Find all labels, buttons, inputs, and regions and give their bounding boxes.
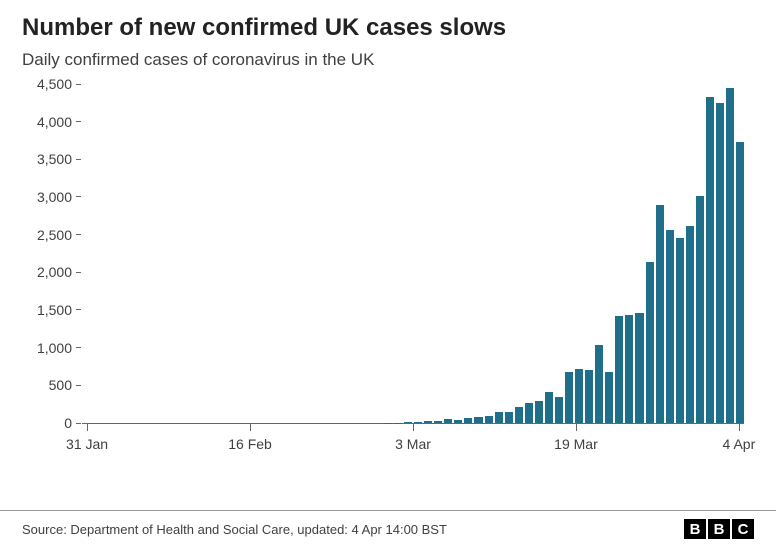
bbc-logo-c: C xyxy=(732,519,754,539)
bar xyxy=(676,238,684,423)
chart-area: 0 500 1,000 1,500 2,000 2,500 3,000 3,500 4,000 4… xyxy=(22,84,754,474)
y-label: 1,000 xyxy=(24,340,72,356)
bar xyxy=(545,392,553,423)
bar xyxy=(424,421,432,423)
bars-container xyxy=(82,84,744,423)
bar xyxy=(696,196,704,423)
chart-title: Number of new confirmed UK cases slows xyxy=(22,14,754,42)
bar xyxy=(666,230,674,423)
y-tick xyxy=(76,84,81,85)
y-tick xyxy=(76,385,81,386)
y-tick xyxy=(76,272,81,273)
y-tick xyxy=(76,159,81,160)
bar xyxy=(575,369,583,423)
bar xyxy=(585,370,593,423)
chart-subtitle: Daily confirmed cases of coronavirus in … xyxy=(22,50,754,70)
bar xyxy=(615,316,623,423)
y-label: 2,500 xyxy=(24,227,72,243)
bar xyxy=(464,418,472,423)
y-tick xyxy=(76,234,81,235)
bbc-logo-b1: B xyxy=(684,519,706,539)
bar xyxy=(485,416,493,423)
bbc-logo-b2: B xyxy=(708,519,730,539)
bar xyxy=(656,205,664,423)
y-label: 3,000 xyxy=(24,189,72,205)
bar xyxy=(635,313,643,423)
x-tick xyxy=(413,424,414,431)
bar xyxy=(444,419,452,423)
bar xyxy=(646,262,654,423)
bar xyxy=(716,103,724,423)
plot-area: 05001,0001,5002,0002,5003,0003,5004,0004… xyxy=(82,84,744,424)
bbc-logo: B B C xyxy=(684,519,754,539)
y-label: 1,500 xyxy=(24,302,72,318)
x-tick xyxy=(576,424,577,431)
x-tick xyxy=(87,424,88,431)
y-label: 3,500 xyxy=(24,151,72,167)
x-tick xyxy=(739,424,740,431)
bar xyxy=(404,422,412,423)
x-label: 3 Mar xyxy=(395,436,431,452)
bar xyxy=(414,422,422,424)
bar xyxy=(434,421,442,423)
y-label: 0 xyxy=(24,415,72,431)
bar xyxy=(515,407,523,423)
y-tick xyxy=(76,423,81,424)
bar xyxy=(706,97,714,423)
bar xyxy=(726,88,734,423)
y-label: 2,000 xyxy=(24,264,72,280)
bar xyxy=(565,372,573,423)
x-axis: 31 Jan16 Feb3 Mar19 Mar4 Apr xyxy=(82,424,744,474)
bar xyxy=(555,397,563,423)
bar xyxy=(525,403,533,423)
y-tick xyxy=(76,196,81,197)
source-text: Source: Department of Health and Social … xyxy=(22,522,447,537)
x-label: 4 Apr xyxy=(723,436,756,452)
x-label: 16 Feb xyxy=(228,436,272,452)
bar xyxy=(595,345,603,423)
bar xyxy=(625,315,633,423)
x-label: 19 Mar xyxy=(554,436,598,452)
bar xyxy=(495,412,503,423)
y-tick xyxy=(76,309,81,310)
x-label: 31 Jan xyxy=(66,436,108,452)
y-label: 500 xyxy=(24,377,72,393)
x-tick xyxy=(250,424,251,431)
bar xyxy=(505,412,513,423)
y-tick xyxy=(76,347,81,348)
bar xyxy=(736,142,744,423)
bar xyxy=(535,401,543,423)
y-tick xyxy=(76,121,81,122)
bar xyxy=(605,372,613,423)
y-label: 4,500 xyxy=(24,76,72,92)
bar xyxy=(454,420,462,423)
bar xyxy=(474,417,482,423)
y-label: 4,000 xyxy=(24,114,72,130)
chart-footer: Source: Department of Health and Social … xyxy=(0,510,776,549)
bar xyxy=(686,226,694,423)
